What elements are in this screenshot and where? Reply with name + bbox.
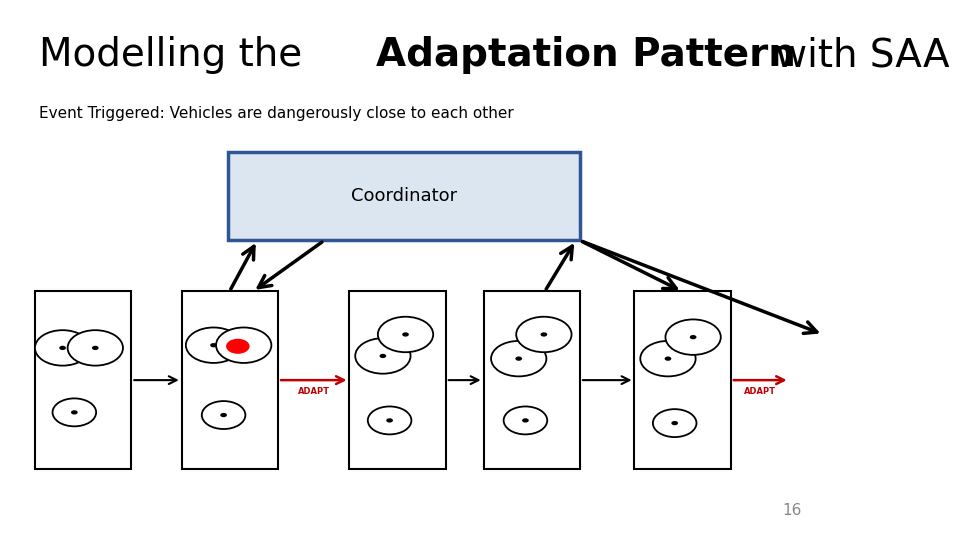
- Circle shape: [522, 418, 529, 423]
- Circle shape: [386, 418, 393, 423]
- Circle shape: [210, 343, 217, 347]
- Circle shape: [640, 341, 696, 376]
- Text: Coordinator: Coordinator: [350, 187, 457, 205]
- FancyBboxPatch shape: [228, 152, 580, 240]
- Circle shape: [35, 330, 90, 366]
- Circle shape: [92, 346, 99, 350]
- Circle shape: [516, 317, 571, 352]
- Circle shape: [220, 413, 227, 417]
- Circle shape: [664, 356, 671, 361]
- Circle shape: [355, 338, 411, 374]
- Circle shape: [665, 320, 721, 355]
- Circle shape: [216, 327, 272, 363]
- Circle shape: [492, 341, 546, 376]
- Circle shape: [227, 339, 250, 354]
- Circle shape: [240, 343, 247, 347]
- Bar: [484, 292, 580, 469]
- Bar: [181, 292, 278, 469]
- Circle shape: [690, 335, 696, 339]
- Circle shape: [653, 409, 696, 437]
- Circle shape: [202, 401, 246, 429]
- Bar: [349, 292, 445, 469]
- Bar: [635, 292, 731, 469]
- Text: with SAA: with SAA: [763, 36, 950, 75]
- Circle shape: [379, 354, 386, 358]
- Circle shape: [186, 327, 241, 363]
- Circle shape: [671, 421, 678, 426]
- Circle shape: [378, 317, 433, 352]
- Text: 16: 16: [782, 503, 803, 518]
- Circle shape: [67, 330, 123, 366]
- Circle shape: [53, 399, 96, 427]
- Circle shape: [402, 332, 409, 336]
- Text: ADAPT: ADAPT: [744, 387, 777, 396]
- Circle shape: [71, 410, 78, 415]
- Text: Modelling the: Modelling the: [39, 36, 315, 75]
- Circle shape: [60, 346, 66, 350]
- Text: ADAPT: ADAPT: [298, 387, 329, 396]
- Text: Adaptation Pattern: Adaptation Pattern: [376, 36, 796, 75]
- Circle shape: [368, 407, 412, 434]
- Circle shape: [540, 332, 547, 336]
- Bar: [35, 292, 132, 469]
- Circle shape: [504, 407, 547, 434]
- Text: Event Triggered: Vehicles are dangerously close to each other: Event Triggered: Vehicles are dangerousl…: [39, 106, 514, 121]
- Circle shape: [516, 356, 522, 361]
